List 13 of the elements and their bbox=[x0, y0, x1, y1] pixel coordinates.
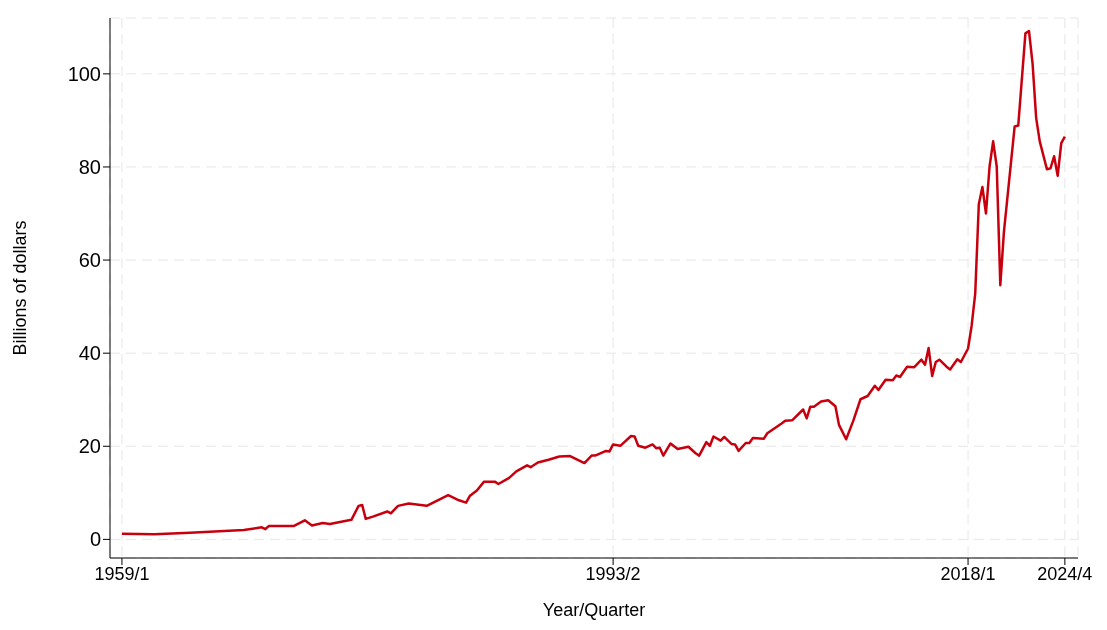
x-tick-label: 1959/1 bbox=[94, 563, 150, 584]
y-tick-label: 60 bbox=[78, 249, 101, 272]
x-axis-title: Year/Quarter bbox=[542, 600, 646, 620]
y-tick-label: 100 bbox=[67, 62, 101, 85]
y-axis-title: Billions of dollars bbox=[10, 220, 31, 356]
y-tick-label: 0 bbox=[89, 528, 101, 551]
line-series bbox=[120, 29, 1067, 536]
y-tick-label: 80 bbox=[78, 156, 101, 179]
x-tick-label: 1993/2 bbox=[585, 563, 641, 584]
y-tick-label: 40 bbox=[78, 342, 101, 365]
x-tick-label: 2024/4 bbox=[1037, 563, 1093, 584]
x-tick-label: 2018/1 bbox=[940, 563, 996, 584]
y-tick-label: 20 bbox=[78, 435, 101, 458]
